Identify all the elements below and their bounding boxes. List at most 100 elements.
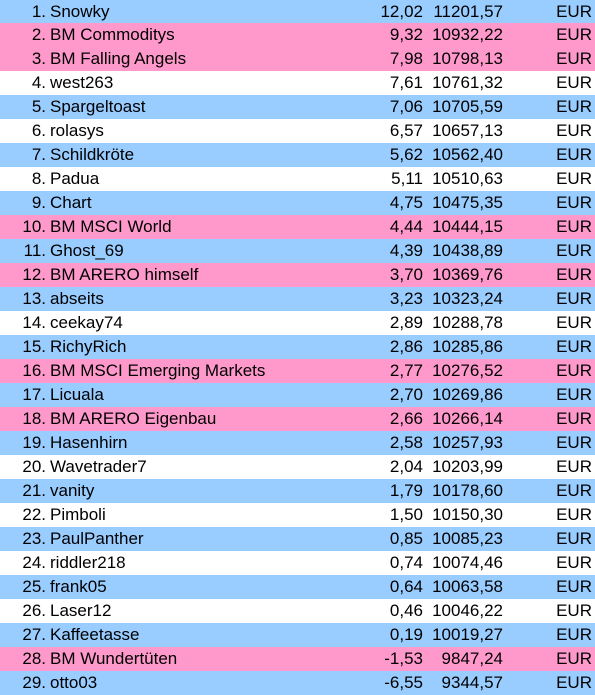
table-row: 4. west263 7,61 10761,32 EUR <box>0 71 595 95</box>
rank-cell: 7. <box>31 145 46 164</box>
rank-cell: 23. <box>22 529 46 548</box>
rank-cell: 26. <box>22 601 46 620</box>
table-row: 12. BM ARERO himself 3,70 10369,76 EUR <box>0 263 595 287</box>
rank-cell: 6. <box>31 121 46 140</box>
table-row: 11. Ghost_69 4,39 10438,89 EUR <box>0 239 595 263</box>
portfolio-value-cell: 10276,52 <box>432 361 503 380</box>
percent-change-cell: 3,23 <box>389 289 423 308</box>
percent-change-cell: 4,39 <box>389 241 423 260</box>
portfolio-value-cell: 10285,86 <box>432 337 503 356</box>
participant-name-cell: otto03 <box>50 673 98 692</box>
participant-name-cell: Schildkröte <box>50 145 135 164</box>
currency-cell: EUR <box>556 25 592 44</box>
currency-cell: EUR <box>556 625 592 644</box>
rank-cell: 14. <box>22 313 46 332</box>
currency-cell: EUR <box>556 289 592 308</box>
table-row: 15. RichyRich 2,86 10285,86 EUR <box>0 335 595 359</box>
rank-cell: 9. <box>31 193 46 212</box>
rank-cell: 2. <box>31 25 46 44</box>
portfolio-value-cell: 10257,93 <box>432 433 503 452</box>
percent-change-cell: 2,04 <box>389 457 423 476</box>
table-row: 14. ceekay74 2,89 10288,78 EUR <box>0 311 595 335</box>
table-row: 1. Snowky 12,02 11201,57 EUR <box>0 0 595 23</box>
participant-name-cell: west263 <box>50 73 114 92</box>
percent-change-cell: 0,19 <box>389 625 423 644</box>
rank-cell: 13. <box>22 289 46 308</box>
participant-name-cell: Ghost_69 <box>50 241 124 260</box>
rank-cell: 19. <box>22 433 46 452</box>
table-row: 25. frank05 0,64 10063,58 EUR <box>0 575 595 599</box>
table-row: 5. Spargeltoast 7,06 10705,59 EUR <box>0 95 595 119</box>
table-row: 19. Hasenhirn 2,58 10257,93 EUR <box>0 431 595 455</box>
portfolio-value-cell: 10046,22 <box>432 601 503 620</box>
table-row: 8. Padua 5,11 10510,63 EUR <box>0 167 595 191</box>
portfolio-value-cell: 10085,23 <box>432 529 503 548</box>
portfolio-value-cell: 10510,63 <box>432 169 503 188</box>
participant-name-cell: BM ARERO Eigenbau <box>50 409 217 428</box>
rank-cell: 8. <box>31 169 46 188</box>
percent-change-cell: 5,62 <box>389 145 423 164</box>
currency-cell: EUR <box>556 601 592 620</box>
participant-name-cell: Kaffeetasse <box>50 625 140 644</box>
table-row: 2. BM Commoditys 9,32 10932,22 EUR <box>0 23 595 47</box>
currency-cell: EUR <box>556 481 592 500</box>
portfolio-value-cell: 10475,35 <box>432 193 503 212</box>
participant-name-cell: Snowky <box>50 2 110 21</box>
participant-name-cell: ceekay74 <box>50 313 123 332</box>
currency-cell: EUR <box>556 193 592 212</box>
participant-name-cell: Laser12 <box>50 601 112 620</box>
currency-cell: EUR <box>556 97 592 116</box>
participant-name-cell: Padua <box>50 169 100 188</box>
portfolio-value-cell: 10074,46 <box>432 553 503 572</box>
participant-name-cell: BM MSCI World <box>50 217 172 236</box>
portfolio-value-cell: 11201,57 <box>433 2 503 21</box>
currency-cell: EUR <box>556 385 592 404</box>
percent-change-cell: 1,50 <box>389 505 423 524</box>
rank-cell: 24. <box>22 553 46 572</box>
participant-name-cell: RichyRich <box>50 337 127 356</box>
portfolio-value-cell: 10019,27 <box>432 625 503 644</box>
percent-change-cell: 3,70 <box>389 265 423 284</box>
rank-cell: 28. <box>22 649 46 668</box>
currency-cell: EUR <box>556 265 592 284</box>
percent-change-cell: 0,74 <box>389 553 423 572</box>
table-row: 27. Kaffeetasse 0,19 10019,27 EUR <box>0 623 595 647</box>
percent-change-cell: 7,06 <box>389 97 423 116</box>
participant-name-cell: abseits <box>50 289 104 308</box>
rank-cell: 29. <box>22 673 46 692</box>
participant-name-cell: frank05 <box>50 577 107 596</box>
percent-change-cell: 1,79 <box>389 481 423 500</box>
currency-cell: EUR <box>556 577 592 596</box>
participant-name-cell: BM MSCI Emerging Markets <box>50 361 266 380</box>
rank-cell: 16. <box>22 361 46 380</box>
portfolio-value-cell: 10150,30 <box>432 505 503 524</box>
table-row: 18. BM ARERO Eigenbau 2,66 10266,14 EUR <box>0 407 595 431</box>
percent-change-cell: 12,02 <box>380 2 423 21</box>
currency-cell: EUR <box>556 361 592 380</box>
participant-name-cell: vanity <box>50 481 95 500</box>
table-row: 13. abseits 3,23 10323,24 EUR <box>0 287 595 311</box>
rank-cell: 11. <box>23 241 46 260</box>
participant-name-cell: BM Commoditys <box>50 25 175 44</box>
currency-cell: EUR <box>556 49 592 68</box>
rank-cell: 18. <box>22 409 46 428</box>
table-row: 28. BM Wundertüten -1,53 9847,24 EUR <box>0 647 595 671</box>
portfolio-value-cell: 10063,58 <box>432 577 503 596</box>
rank-cell: 20. <box>22 457 46 476</box>
portfolio-value-cell: 10203,99 <box>432 457 503 476</box>
currency-cell: EUR <box>556 313 592 332</box>
percent-change-cell: 4,44 <box>389 217 423 236</box>
currency-cell: EUR <box>556 553 592 572</box>
percent-change-cell: 2,86 <box>389 337 423 356</box>
rank-cell: 5. <box>31 97 46 116</box>
currency-cell: EUR <box>556 73 592 92</box>
table-row: 10. BM MSCI World 4,44 10444,15 EUR <box>0 215 595 239</box>
currency-cell: EUR <box>556 337 592 356</box>
participant-name-cell: BM Falling Angels <box>50 49 187 68</box>
table-row: 20. Wavetrader7 2,04 10203,99 EUR <box>0 455 595 479</box>
table-row: 9. Chart 4,75 10475,35 EUR <box>0 191 595 215</box>
percent-change-cell: -6,55 <box>384 673 423 692</box>
table-row: 26. Laser12 0,46 10046,22 EUR <box>0 599 595 623</box>
percent-change-cell: 2,77 <box>389 361 423 380</box>
